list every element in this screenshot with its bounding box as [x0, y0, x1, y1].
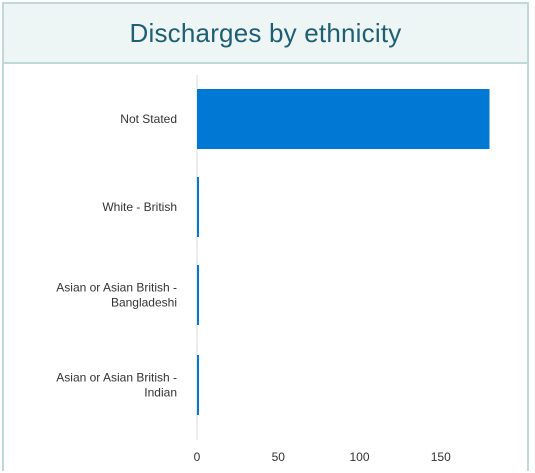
category-label-line: Bangladeshi	[111, 296, 177, 310]
category-label-line: Indian	[144, 386, 177, 400]
category-label-0: Not Stated	[120, 112, 177, 126]
chart-title: Discharges by ethnicity	[129, 17, 402, 48]
x-tick-label-0: 0	[194, 450, 201, 464]
category-label-line: White - British	[102, 200, 177, 214]
category-label-2: Asian or Asian British -Bangladeshi	[56, 281, 177, 310]
bar-2	[197, 265, 199, 325]
category-label-line: Asian or Asian British -	[56, 371, 177, 385]
bar-1	[197, 177, 199, 237]
x-tick-label-2: 100	[349, 450, 369, 464]
category-label-line: Asian or Asian British -	[56, 281, 177, 295]
category-label-line: Not Stated	[120, 112, 177, 126]
x-tick-label-1: 50	[272, 450, 286, 464]
bar-3	[197, 355, 199, 415]
chart-card: Discharges by ethnicity	[2, 2, 529, 471]
x-tick-label-3: 150	[431, 450, 451, 464]
category-label-1: White - British	[102, 200, 177, 214]
bar-0	[197, 89, 490, 149]
chart-header: Discharges by ethnicity	[4, 4, 527, 64]
category-label-3: Asian or Asian British -Indian	[56, 371, 177, 400]
